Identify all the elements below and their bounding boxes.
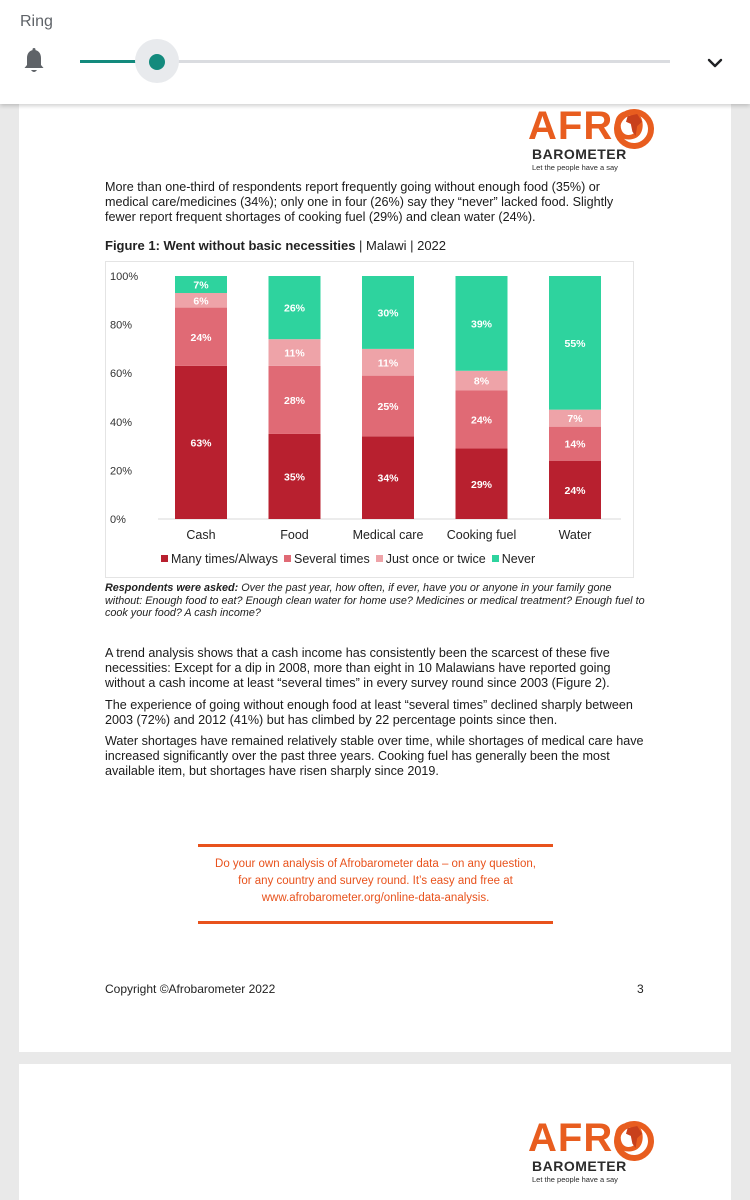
- legend-swatch: [283, 555, 291, 562]
- intro-paragraph: More than one-third of respondents repor…: [105, 180, 614, 224]
- bar-data-label: 8%: [474, 375, 490, 387]
- bar-segment: [268, 365, 321, 434]
- bar-segment: [268, 433, 321, 519]
- bar-data-label: 25%: [377, 401, 399, 413]
- y-tick-label: 0%: [110, 514, 126, 526]
- promo-line-2: for any country and survey round. It’s e…: [238, 875, 513, 887]
- water-paragraph: Water shortages have remained relatively…: [105, 734, 644, 778]
- y-tick-label: 60%: [110, 368, 132, 380]
- page-number: 3: [637, 982, 644, 996]
- bar-data-label: 14%: [564, 439, 586, 451]
- bar-data-label: 29%: [471, 479, 493, 491]
- copyright-footer: Copyright ©Afrobarometer 2022: [105, 982, 276, 996]
- logo-ring-shape: [614, 109, 654, 149]
- bar-segment: [175, 293, 227, 308]
- trend-paragraph: A trend analysis shows that a cash incom…: [105, 646, 611, 690]
- bar-segment: [362, 436, 414, 519]
- legend-item: Just once or twice: [375, 552, 486, 566]
- bell-icon[interactable]: [22, 47, 46, 75]
- question-note-label: Respondents were asked:: [105, 582, 239, 594]
- logo-tagline: Let the people have a say: [532, 163, 618, 172]
- logo-barometer-text: BAROMETER: [532, 146, 627, 162]
- bar-data-label: 11%: [284, 348, 305, 360]
- bar-data-label: 24%: [190, 332, 212, 344]
- legend-label: Just once or twice: [385, 552, 486, 566]
- chevron-down-icon[interactable]: [706, 56, 724, 70]
- promo-link[interactable]: www.afrobarometer.org/online-data-analys…: [261, 892, 490, 904]
- online-analysis-promo: Do your own analysis of Afrobarometer da…: [198, 844, 553, 924]
- bar-segment: [549, 409, 601, 427]
- logo-tagline: Let the people have a say: [532, 1175, 618, 1184]
- afrobarometer-logo-page-4: AFRO BAROMETER Let the people have a say: [528, 1116, 678, 1186]
- bar-data-label: 7%: [193, 280, 209, 292]
- bar-data-label: 30%: [377, 307, 399, 319]
- stacked-bar-chart: 0% 20% 40% 60% 80% 100% 63% 24% 6% 7% Cash 35% 28% 11…: [105, 261, 634, 578]
- document-page-4: AFRO BAROMETER Let the people have a say: [19, 1064, 731, 1200]
- logo-barometer-text: BAROMETER: [532, 1158, 627, 1174]
- bar-data-label: 6%: [193, 295, 209, 307]
- legend-label: Many times/Always: [171, 552, 278, 566]
- bar-data-label: 24%: [564, 485, 586, 497]
- figure-title-rest: | Malawi | 2022: [355, 238, 447, 253]
- bar-data-label: 24%: [471, 414, 493, 426]
- bar-segment: [455, 390, 508, 449]
- legend-swatch: [491, 555, 499, 562]
- bar-segment: [268, 276, 321, 340]
- bar-data-label: 63%: [190, 437, 212, 449]
- volume-slider[interactable]: [80, 39, 670, 83]
- bar-segment: [549, 426, 601, 461]
- bar-segment: [175, 307, 227, 366]
- legend-item: Several times: [283, 552, 370, 566]
- bar-data-label: 11%: [378, 357, 399, 369]
- bar-segment: [362, 375, 414, 437]
- question-note: Respondents were asked: Over the past ye…: [105, 582, 645, 620]
- volume-slider-fill: [80, 60, 157, 63]
- bar-data-label: 28%: [284, 395, 306, 407]
- promo-line-1: Do your own analysis of Afrobarometer da…: [215, 858, 536, 870]
- bar-segment: [362, 276, 414, 349]
- y-tick-label: 80%: [110, 320, 132, 332]
- bar-segment: [549, 276, 601, 410]
- legend-swatch: [161, 555, 168, 562]
- x-category-label: Medical care: [353, 528, 424, 542]
- legend-swatch: [375, 555, 383, 562]
- figure-title-bold: Figure 1: Went without basic necessities: [105, 238, 356, 253]
- bar-data-label: 34%: [377, 473, 399, 485]
- ring-title: Ring: [20, 13, 53, 30]
- volume-slider-thumb[interactable]: [148, 53, 165, 70]
- y-tick-label: 20%: [110, 465, 132, 477]
- bar-data-label: 26%: [284, 303, 306, 315]
- x-category-label: Water: [559, 528, 592, 542]
- logo-ring-shape: [614, 1121, 654, 1161]
- bar-data-label: 39%: [471, 318, 493, 330]
- bar-segment: [175, 276, 227, 294]
- document-page-3: AFRO BAROMETER Let the people have a say…: [19, 104, 731, 1052]
- bar-data-label: 35%: [284, 471, 306, 483]
- y-tick-label: 100%: [110, 271, 138, 283]
- chart-legend: Many times/Always Several times Just once …: [161, 552, 541, 566]
- bar-segment: [268, 339, 321, 366]
- bar-data-label: 7%: [567, 413, 583, 425]
- y-tick-label: 40%: [110, 417, 132, 429]
- bar-segment: [455, 448, 508, 519]
- ring-volume-panel: Ring: [0, 0, 750, 104]
- chart-plot-area: 0% 20% 40% 60% 80% 100% 63% 24% 6% 7% Cash 35% 28% 11…: [110, 271, 621, 542]
- figure-title: Figure 1: Went without basic necessities…: [105, 238, 446, 253]
- bar-segment: [362, 348, 414, 376]
- legend-label: Several times: [293, 552, 370, 566]
- bar-segment: [549, 460, 601, 519]
- x-category-label: Cash: [186, 528, 215, 542]
- legend-item: Many times/Always: [161, 552, 278, 566]
- bar-data-label: 55%: [564, 338, 586, 350]
- bar-segment: [455, 370, 508, 391]
- bar-segment: [175, 365, 227, 519]
- food-paragraph: The experience of going without enough f…: [105, 698, 633, 727]
- legend-label: Never: [501, 552, 536, 566]
- afrobarometer-logo: AFRO BAROMETER Let the people have a say: [528, 104, 678, 174]
- x-category-label: Cooking fuel: [447, 528, 517, 542]
- bar-segment: [455, 276, 508, 371]
- question-note-text: Over the past year, how often, if ever, …: [105, 582, 645, 619]
- x-category-label: Food: [280, 528, 309, 542]
- legend-item: Never: [491, 552, 536, 566]
